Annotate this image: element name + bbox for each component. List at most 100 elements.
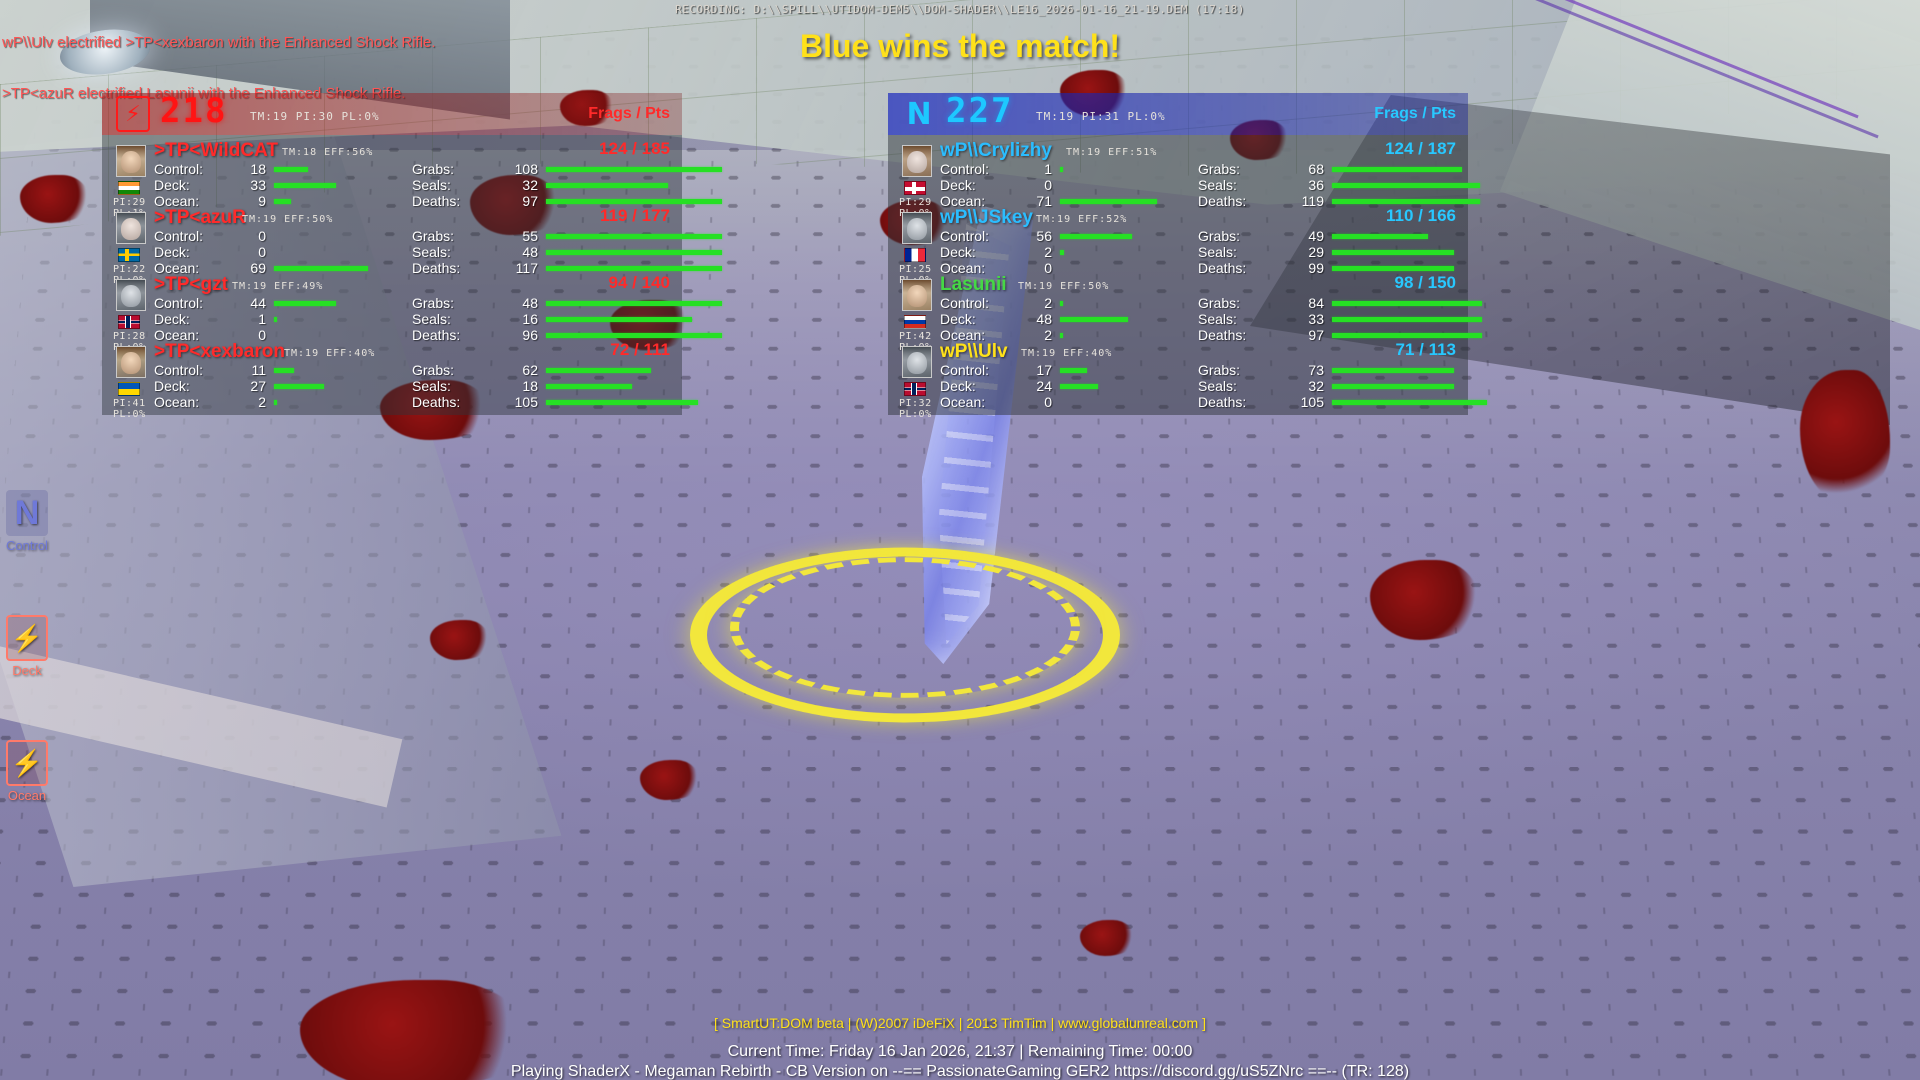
blood-decal <box>470 175 560 235</box>
blood-decal <box>1080 920 1135 956</box>
player-row[interactable]: PI:25PL:0% wP\\JSkey TM:19 EFF:52% 110 /… <box>888 206 1468 286</box>
player-name: >TP<azuR <box>154 207 246 228</box>
blood-decal <box>380 380 490 440</box>
stat-bar <box>1332 384 1454 389</box>
player-frags-pts: 124 / 185 <box>599 139 670 158</box>
stat-bar <box>546 266 722 271</box>
time-status: Current Time: Friday 16 Jan 2026, 21:37 … <box>727 1043 1193 1060</box>
player-frags-pts: 98 / 150 <box>1394 273 1456 292</box>
dom-point-deck-label: Deck <box>12 663 42 678</box>
blood-decal <box>1370 560 1480 640</box>
country-flag-icon <box>118 248 140 262</box>
player-name: >TP<WildCAT <box>154 140 279 161</box>
stat-bar <box>1060 333 1063 338</box>
stat-bar <box>546 183 668 188</box>
dom-point-ocean-label: Ocean <box>7 788 47 803</box>
blue-team-header: N 227 TM:19 PI:31 PL:0% Frags / Pts <box>888 91 1468 135</box>
blood-decal <box>1800 370 1890 500</box>
player-frags-pts: 94 / 140 <box>608 273 670 292</box>
stat-bar <box>274 301 336 306</box>
dom-point-control-label: Control <box>6 538 48 553</box>
player-frags-pts: 110 / 166 <box>1386 206 1456 225</box>
stat-bar <box>1060 317 1128 322</box>
player-row[interactable]: PI:42PL:0% Lasunii TM:19 EFF:50% 98 / 15… <box>888 273 1482 353</box>
player-meta: TM:18 EFF:56% <box>282 147 374 158</box>
stat-bar <box>1332 317 1482 322</box>
blue-team-logo-icon: N <box>906 96 932 132</box>
country-flag-icon <box>118 382 140 396</box>
match-result-banner: Blue wins the match! <box>799 28 1121 64</box>
stat-bar <box>274 167 308 172</box>
player-meta: TM:19 EFF:50% <box>242 214 334 225</box>
stat-bar <box>274 368 294 373</box>
blood-decal <box>640 760 700 800</box>
stat-bar <box>1332 266 1454 271</box>
stat-bar <box>546 301 722 306</box>
stat-bar <box>1332 167 1462 172</box>
stat-bar <box>1060 368 1087 373</box>
avatar <box>116 145 146 177</box>
avatar <box>902 346 932 378</box>
blue-frags-pts-header: Frags / Pts <box>1374 105 1456 122</box>
blue-team-player-list: PI:29PL:0% wP\\Crylizhy TM:19 EFF:51% 12… <box>888 135 1487 420</box>
country-flag-icon <box>904 382 926 396</box>
stat-bar <box>1060 199 1157 204</box>
stat-bar <box>1060 301 1063 306</box>
dom-point-deck-icon: ⚡ <box>6 615 48 661</box>
red-team-header: ⚡ 218 TM:19 PI:30 PL:0% Frags / Pts <box>102 91 682 135</box>
player-row[interactable]: PI:28PL:0% >TP<gzt TM:19 EFF:49% 94 / 14… <box>102 273 722 353</box>
stat-bar <box>274 400 277 405</box>
player-name: Lasunii <box>940 274 1007 295</box>
stat-bar <box>546 317 692 322</box>
player-meta: TM:19 EFF:52% <box>1036 214 1128 225</box>
avatar <box>116 279 146 311</box>
player-row[interactable]: PI:29PL:1% >TP<WildCAT TM:18 EFF:56% 124… <box>102 139 722 219</box>
stat-bar <box>546 384 632 389</box>
stat-bar <box>1060 167 1063 172</box>
player-meta: TM:19 EFF:40% <box>284 348 376 359</box>
stat-bar <box>274 317 277 322</box>
player-meta: TM:19 EFF:49% <box>232 281 324 292</box>
kill-feed-line-1: wP\\Ulv electrified >TP<xexbaron with th… <box>2 34 436 51</box>
stat-bar <box>1332 234 1428 239</box>
blue-team-scoreboard: N 227 TM:19 PI:31 PL:0% Frags / Pts PI:2… <box>888 91 1487 420</box>
avatar <box>902 279 932 311</box>
mod-credits: [ SmartUT:DOM beta | (W)2007 iDeFiX | 20… <box>714 1015 1206 1031</box>
stat-bar <box>546 368 651 373</box>
dom-point-ocean-icon: ⚡ <box>6 740 48 786</box>
red-team-player-list: PI:29PL:1% >TP<WildCAT TM:18 EFF:56% 124… <box>102 135 722 420</box>
dom-point-ocean[interactable]: ⚡ Ocean <box>6 740 48 803</box>
stat-bar <box>546 400 698 405</box>
domination-ring-inner <box>730 557 1080 698</box>
player-meta: TM:19 EFF:50% <box>1018 281 1110 292</box>
stat-bar <box>274 384 324 389</box>
country-flag-icon <box>118 181 140 195</box>
player-meta: TM:19 EFF:51% <box>1066 147 1158 158</box>
player-connection-info: PI:41 PL:0% <box>113 398 146 420</box>
player-row[interactable]: PI:41 PL:0% >TP<xexbaron TM:19 EFF:40% 72… <box>102 340 698 420</box>
stat-bar <box>1332 183 1480 188</box>
dom-point-deck[interactable]: ⚡ Deck <box>6 615 48 678</box>
avatar <box>116 212 146 244</box>
player-row[interactable]: PI:29PL:0% wP\\Crylizhy TM:19 EFF:51% 12… <box>888 139 1480 219</box>
stat-bar <box>546 250 722 255</box>
red-team-logo-icon: ⚡ <box>116 96 150 132</box>
blue-team-meta: TM:19 PI:31 PL:0% <box>1036 110 1166 123</box>
player-frags-pts: 119 / 177 <box>600 206 670 225</box>
blood-decal <box>430 620 490 660</box>
stat-bar <box>274 266 368 271</box>
server-status: Playing ShaderX - Megaman Rebirth - CB V… <box>510 1063 1410 1080</box>
stat-bar <box>1060 384 1098 389</box>
stat-bar <box>1060 234 1132 239</box>
stat-bar <box>1332 333 1482 338</box>
player-connection-info: PI:32 PL:0% <box>899 398 932 420</box>
stat-bar <box>546 234 722 239</box>
avatar <box>902 212 932 244</box>
blood-decal <box>300 980 530 1080</box>
player-row[interactable]: PI:32 PL:0% wP\\Ulv TM:19 EFF:40% 71 / 11… <box>888 340 1487 420</box>
stat-bar <box>1332 368 1454 373</box>
player-row[interactable]: PI:22PL:0% >TP<azuR TM:19 EFF:50% 119 / … <box>102 206 722 286</box>
dom-point-control[interactable]: N Control <box>6 490 48 553</box>
red-team-score: 218 <box>160 91 228 131</box>
